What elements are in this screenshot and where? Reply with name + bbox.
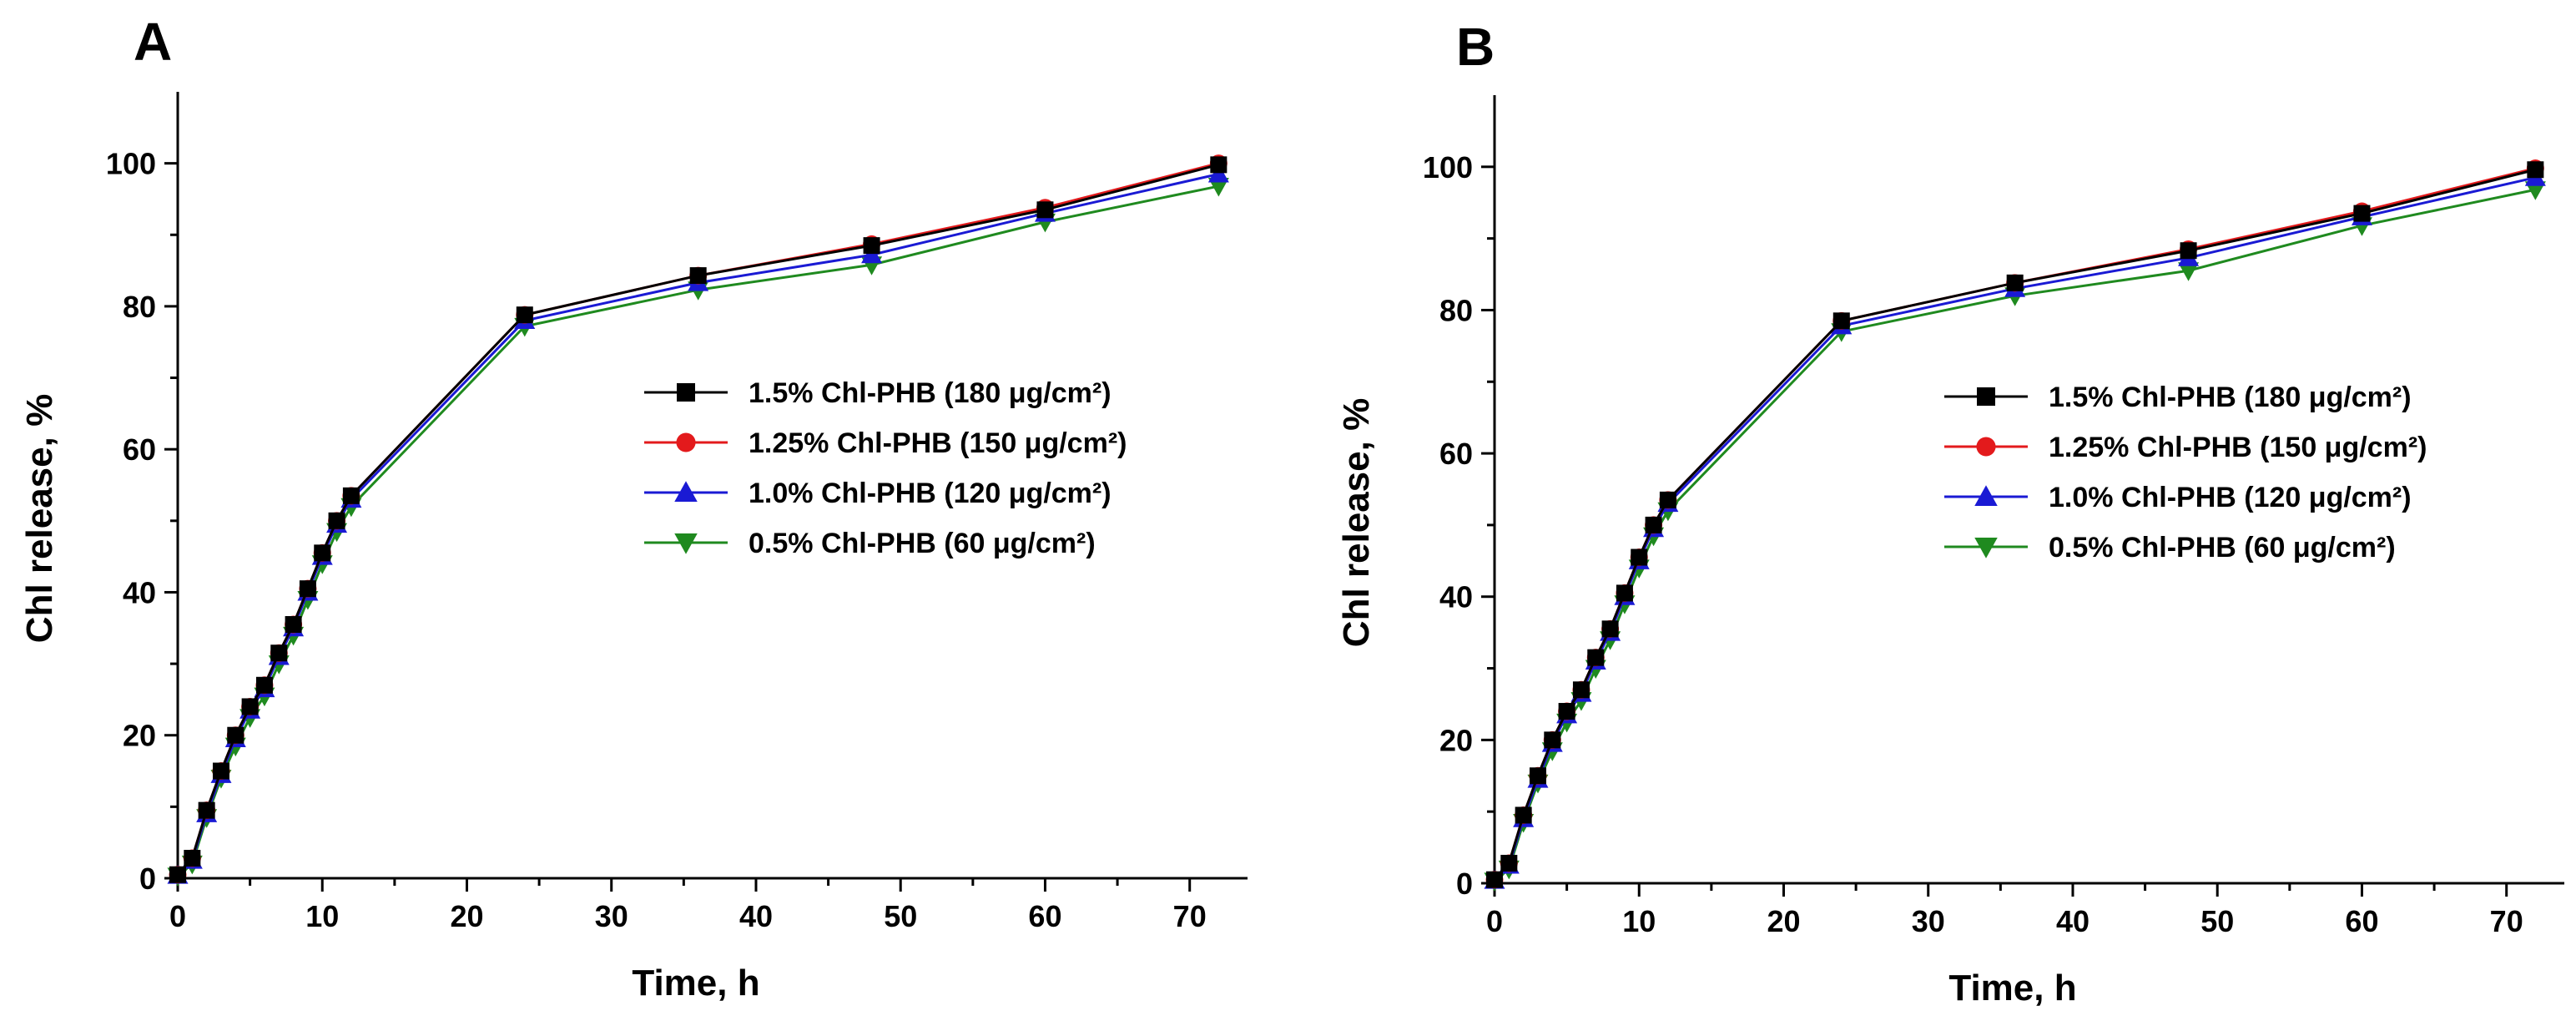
legend-marker — [1977, 387, 1995, 406]
data-point — [1659, 491, 1676, 508]
data-point — [1631, 548, 1648, 566]
data-point — [198, 801, 215, 819]
y-tick-label: 80 — [1439, 293, 1473, 327]
x-tick-label: 50 — [2200, 904, 2234, 938]
legend-label: 0.5% Chl-PHB (60 μg/cm²) — [2049, 532, 2396, 564]
x-tick-label: 60 — [1028, 899, 1061, 933]
data-point — [1486, 871, 1503, 888]
data-point — [1558, 703, 1575, 720]
legend-label: 0.5% Chl-PHB (60 μg/cm²) — [749, 528, 1096, 559]
legend-marker — [1974, 485, 1998, 506]
x-tick-label: 30 — [1912, 904, 1945, 938]
legend-label: 1.5% Chl-PHB (180 μg/cm²) — [2049, 382, 2412, 413]
legend-label: 1.25% Chl-PHB (150 μg/cm²) — [749, 427, 1127, 459]
y-tick-label: 100 — [1423, 150, 1473, 184]
y-tick-label: 0 — [139, 862, 156, 896]
data-point — [212, 762, 229, 780]
data-point — [689, 267, 707, 285]
data-point — [1529, 767, 1546, 785]
data-point — [2524, 181, 2546, 200]
data-point — [2178, 262, 2200, 281]
y-tick-label: 20 — [123, 719, 156, 753]
x-tick-label: 0 — [1486, 904, 1503, 938]
data-point — [863, 237, 880, 255]
x-tick-label: 0 — [169, 899, 186, 933]
data-point — [184, 850, 201, 867]
legend-marker — [677, 383, 695, 402]
data-point — [1544, 731, 1561, 749]
legend-marker — [674, 481, 698, 502]
data-point — [1587, 649, 1605, 666]
data-point — [1616, 584, 1633, 602]
data-point — [328, 512, 345, 529]
x-tick-label: 20 — [450, 899, 483, 933]
data-point — [1036, 201, 1054, 219]
x-tick-label: 40 — [2056, 904, 2090, 938]
y-axis-title: Chl release, % — [1336, 398, 1377, 647]
legend-marker — [1974, 538, 1998, 558]
x-tick-label: 20 — [1767, 904, 1800, 938]
data-point — [2006, 274, 2024, 291]
y-tick-label: 0 — [1456, 867, 1473, 901]
y-tick-label: 100 — [106, 147, 156, 181]
x-tick-label: 60 — [2345, 904, 2378, 938]
legend-label: 1.0% Chl-PHB (120 μg/cm²) — [2049, 482, 2412, 513]
y-tick-label: 20 — [1439, 723, 1473, 757]
data-point — [314, 544, 331, 562]
y-tick-label: 80 — [123, 290, 156, 324]
legend-marker — [676, 432, 696, 452]
y-axis-title: Chl release, % — [19, 394, 60, 643]
data-point — [285, 615, 302, 633]
chart-panel-b: B 0 10 20 30 40 50 60 70 0 20 40 60 80 100 Time, h Chl r… — [1336, 17, 2564, 1008]
legend-label: 1.5% Chl-PHB (180 μg/cm²) — [749, 377, 1112, 409]
data-point — [1500, 854, 1518, 872]
legend-label: 1.25% Chl-PHB (150 μg/cm²) — [2049, 432, 2427, 463]
x-axis-title: Time, h — [632, 963, 759, 1003]
data-point — [1210, 156, 1228, 174]
data-point — [2353, 205, 2371, 222]
data-point — [227, 726, 244, 744]
x-tick-label: 30 — [595, 899, 628, 933]
data-point — [241, 698, 259, 715]
data-point — [516, 306, 533, 324]
y-tick-label: 40 — [1439, 580, 1473, 614]
panel-letter: B — [1456, 17, 1495, 77]
data-point — [2527, 161, 2544, 179]
data-point — [1572, 681, 1590, 699]
x-tick-label: 70 — [2490, 904, 2523, 938]
legend-marker — [674, 533, 698, 554]
x-axis-title: Time, h — [1948, 968, 2076, 1008]
data-point — [169, 866, 186, 883]
data-point — [1207, 178, 1229, 197]
data-point — [2180, 242, 2197, 260]
legend-marker — [1976, 437, 1996, 457]
panel-letter: A — [134, 12, 172, 72]
data-point — [342, 487, 360, 504]
data-point — [1645, 516, 1662, 533]
data-point — [299, 580, 316, 598]
data-point — [255, 676, 273, 694]
x-tick-label: 10 — [1622, 904, 1656, 938]
x-tick-label: 40 — [739, 899, 773, 933]
x-tick-label: 70 — [1173, 899, 1207, 933]
y-tick-label: 60 — [123, 432, 156, 467]
data-point — [1832, 312, 1850, 330]
x-tick-label: 10 — [305, 899, 339, 933]
x-tick-label: 50 — [884, 899, 917, 933]
data-point — [1601, 620, 1619, 638]
data-point — [270, 644, 288, 662]
legend-label: 1.0% Chl-PHB (120 μg/cm²) — [749, 478, 1112, 509]
data-point — [1515, 806, 1532, 824]
y-tick-label: 60 — [1439, 437, 1473, 471]
chart-panel-a: A 0 10 20 30 40 50 60 70 0 20 40 60 80 100 Time, h Chl r… — [19, 12, 1248, 1003]
y-tick-label: 40 — [123, 575, 156, 609]
